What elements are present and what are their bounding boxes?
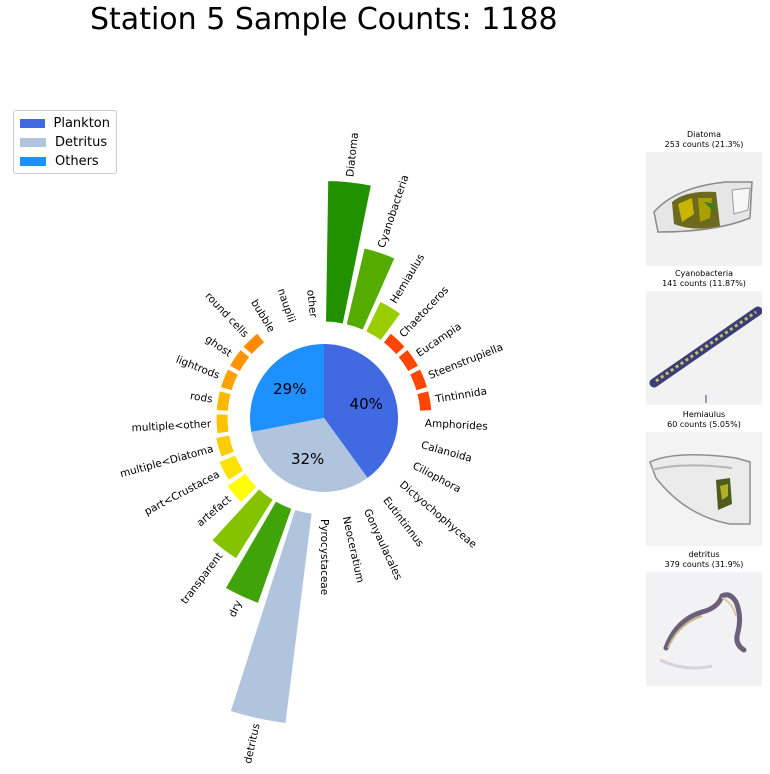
bar-hemiaulus (365, 300, 402, 342)
pie-slice-plankton (324, 344, 398, 478)
bar-label-transparent: transparent (179, 550, 226, 606)
legend-item-others: Others (20, 152, 110, 171)
bar-transparent (211, 488, 274, 560)
thumbnail-caption: 379 counts (31.9%) (664, 560, 744, 569)
thumbnail-caption: 253 counts (21.3%) (664, 140, 744, 149)
thumbnail-title: Hemiaulus (682, 410, 726, 419)
bar-label-bubble: bubble (248, 297, 277, 334)
legend-item-detritus: Detritus (20, 133, 110, 152)
radial-bar-chart: DiatomaCyanobacteriaHemiaulusChaetoceros… (119, 132, 505, 765)
pie-label-plankton: 40% (350, 395, 383, 413)
bar-label-rods: rods (189, 390, 213, 406)
thumbnail-caption: 141 counts (11.87%) (662, 279, 746, 288)
legend: Plankton Detritus Others (13, 110, 117, 174)
bar-chaetoceros (382, 332, 406, 356)
thumbnail-caption: 60 counts (5.05%) (667, 420, 741, 429)
thumbnail-title: detritus (688, 550, 720, 559)
bar-detritus (229, 508, 313, 725)
bar-diatoma (325, 180, 372, 325)
bar-multiple-other (215, 413, 230, 435)
thumbnail-title: Cyanobacteria (674, 269, 734, 278)
legend-item-plankton: Plankton (20, 114, 110, 133)
bar-label-dry: dry (227, 599, 245, 620)
thumbnail-title: Diatoma (686, 130, 721, 139)
bar-label-diatoma: Diatoma (344, 132, 361, 178)
page-title: Station 5 Sample Counts: 1188 (90, 2, 558, 37)
bar-tintinnida (416, 390, 433, 412)
bar-dry (224, 500, 293, 605)
thumbnail-panel-cyanobacteria: Cyanobacteria 141 counts (11.87%) (640, 269, 768, 405)
bar-cyanobacteria (345, 247, 396, 331)
bar-label-lightrods: lightrods (174, 354, 221, 382)
bar-multiple-diatoma (215, 434, 235, 458)
bar-label-detritus: detritus (242, 722, 262, 764)
legend-label: Detritus (55, 135, 108, 150)
bar-ghost (228, 348, 251, 373)
pie-label-detritus: 32% (291, 450, 324, 468)
thumbnail-panel-detritus: detritus 379 counts (31.9%) (640, 550, 768, 686)
diatoma-specimen-image (646, 152, 762, 266)
legend-swatch-others (20, 157, 46, 166)
pie-slice-others (249, 343, 324, 432)
detritus-specimen-image (646, 572, 762, 686)
bar-eucampia (397, 348, 420, 373)
bar-lightrods (219, 368, 240, 392)
bar-label-multiple-diatoma: multiple<Diatoma (119, 443, 215, 480)
legend-swatch-detritus (20, 138, 46, 147)
legend-swatch-plankton (20, 119, 45, 128)
bar-round-cells (242, 332, 266, 356)
bar-label-pyrocystaceae: Pyrocystaceae (318, 519, 330, 595)
bar-rods (215, 390, 232, 412)
pie-label-others: 29% (273, 380, 306, 398)
bar-label-amphorides: Amphorides (425, 417, 489, 432)
bar-part-crustacea (218, 454, 245, 482)
bar-label-other: other (304, 289, 319, 319)
bar-artefact (226, 472, 258, 504)
bar-steenstrupiella (408, 368, 429, 392)
bar-label-cyanobacteria: Cyanobacteria (376, 173, 412, 249)
pie-slice-detritus (251, 418, 368, 492)
bar-label-multiple-other: multiple<other (131, 418, 212, 434)
bar-label-calanoida: Calanoida (420, 439, 474, 465)
thumbnail-panel-diatoma: Diatoma 253 counts (21.3%) (640, 130, 768, 266)
bar-label-eucampia: Eucampia (414, 321, 464, 360)
thumbnail-panel-hemiaulus: Hemiaulus 60 counts (5.05%) (640, 410, 768, 546)
bar-label-neoceratium: Neoceratium (340, 515, 366, 584)
legend-label: Others (55, 154, 99, 169)
bar-label-nauplii: nauplii (275, 287, 298, 324)
bar-label-tintinnida: Tintinnida (434, 385, 488, 405)
bar-label-ghost: ghost (203, 333, 234, 359)
legend-label: Plankton (53, 116, 110, 131)
cyanobacteria-specimen-image (646, 291, 762, 405)
hemiaulus-specimen-image (646, 432, 762, 546)
